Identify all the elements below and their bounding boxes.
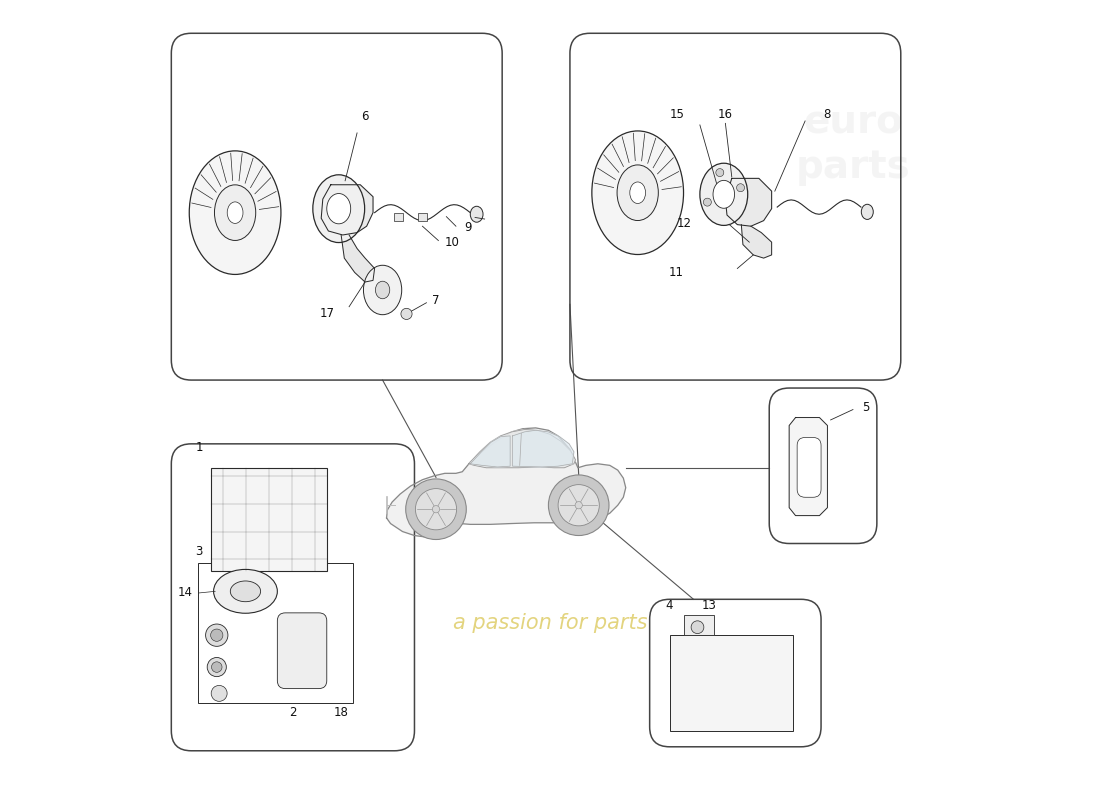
Ellipse shape (228, 202, 243, 223)
Ellipse shape (363, 266, 402, 314)
Text: 14: 14 (177, 586, 192, 599)
Text: 12: 12 (676, 217, 692, 230)
Text: 2: 2 (289, 706, 297, 719)
Text: 4: 4 (666, 599, 673, 612)
Circle shape (703, 198, 712, 206)
Text: 10: 10 (444, 237, 460, 250)
Polygon shape (741, 225, 771, 258)
Circle shape (558, 485, 600, 526)
Text: 18: 18 (333, 706, 349, 719)
FancyBboxPatch shape (211, 468, 327, 571)
Polygon shape (789, 418, 827, 515)
Text: 6: 6 (361, 110, 368, 122)
Circle shape (416, 489, 456, 530)
Text: 11: 11 (669, 266, 683, 279)
Circle shape (211, 662, 222, 672)
Polygon shape (386, 428, 626, 537)
Text: euro
parts: euro parts (795, 104, 911, 186)
Text: 13: 13 (702, 599, 717, 612)
Bar (418, 213, 427, 221)
Circle shape (716, 169, 724, 177)
Polygon shape (471, 436, 510, 467)
Text: 5: 5 (862, 402, 869, 414)
Bar (394, 213, 404, 221)
Ellipse shape (700, 163, 748, 226)
Ellipse shape (861, 204, 873, 219)
Polygon shape (513, 430, 574, 467)
Polygon shape (321, 185, 373, 235)
Text: 17: 17 (319, 307, 334, 321)
Ellipse shape (327, 194, 351, 224)
Text: 16: 16 (718, 108, 733, 121)
Ellipse shape (312, 174, 364, 242)
Polygon shape (725, 178, 771, 226)
FancyBboxPatch shape (670, 635, 793, 731)
Ellipse shape (713, 180, 735, 208)
Ellipse shape (375, 282, 389, 298)
FancyBboxPatch shape (277, 613, 327, 689)
FancyBboxPatch shape (684, 615, 714, 635)
Circle shape (432, 506, 440, 513)
Ellipse shape (214, 185, 255, 241)
Text: a passion for parts: a passion for parts (453, 614, 647, 634)
Circle shape (210, 629, 223, 642)
Ellipse shape (592, 131, 683, 254)
Ellipse shape (630, 182, 646, 203)
Text: 3: 3 (196, 545, 202, 558)
Circle shape (549, 475, 609, 535)
Text: 15: 15 (670, 108, 685, 121)
Ellipse shape (471, 206, 483, 222)
Text: 1: 1 (196, 442, 204, 454)
Text: 8: 8 (824, 108, 832, 121)
Circle shape (400, 308, 412, 319)
Ellipse shape (617, 165, 658, 221)
Ellipse shape (189, 151, 280, 274)
Circle shape (737, 184, 745, 192)
Circle shape (206, 624, 228, 646)
Circle shape (211, 686, 227, 702)
Polygon shape (469, 430, 575, 468)
Circle shape (575, 502, 582, 509)
Ellipse shape (213, 570, 277, 614)
Circle shape (691, 621, 704, 634)
Ellipse shape (230, 581, 261, 602)
Text: 7: 7 (432, 294, 440, 307)
Circle shape (406, 479, 466, 539)
Polygon shape (341, 235, 375, 282)
FancyBboxPatch shape (798, 438, 821, 498)
Circle shape (207, 658, 227, 677)
Text: 9: 9 (464, 222, 472, 234)
